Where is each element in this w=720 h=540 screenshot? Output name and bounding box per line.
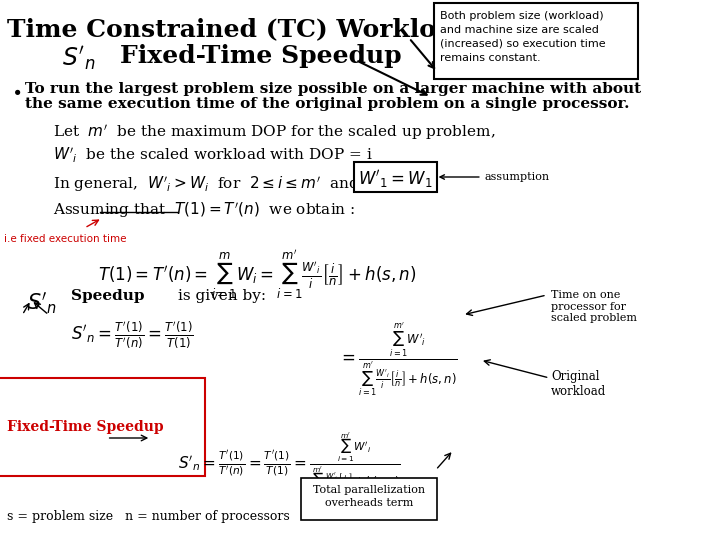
Text: Assuming that  $T(1)=T'(n)$  we obtain :: Assuming that $T(1)=T'(n)$ we obtain :	[53, 200, 356, 220]
Text: To run the largest problem size possible on a larger machine with about: To run the largest problem size possible…	[25, 82, 641, 96]
Text: $S'_n$: $S'_n$	[62, 44, 96, 72]
Text: Time Constrained (TC) Workload Scaling: Time Constrained (TC) Workload Scaling	[7, 18, 582, 42]
Text: $S'_n$: $S'_n$	[27, 290, 57, 315]
Text: Both problem size (workload)
and machine size are scaled
(increased) so executio: Both problem size (workload) and machine…	[440, 11, 606, 63]
Text: In general,  $W'_i > W_i$  for  $2 \leq i \leq m'$  and: In general, $W'_i > W_i$ for $2 \leq i \…	[53, 174, 360, 194]
Text: Time on one
processor for
scaled problem: Time on one processor for scaled problem	[552, 290, 637, 323]
Text: $S'_n = \frac{T'(1)}{T'(n)} = \frac{T'(1)}{T(1)} = \frac{\sum_{i=1}^{m'} W'_i}{\: $S'_n = \frac{T'(1)}{T'(n)} = \frac{T'(1…	[178, 430, 400, 497]
Text: s = problem size   n = number of processors: s = problem size n = number of processor…	[7, 510, 290, 523]
Text: Let  $m'$  be the maximum DOP for the scaled up problem,: Let $m'$ be the maximum DOP for the scal…	[53, 122, 496, 141]
Text: Fixed-Time Speedup: Fixed-Time Speedup	[120, 44, 402, 68]
Text: Total parallelization
overheads term: Total parallelization overheads term	[313, 485, 425, 508]
Text: the same execution time of the original problem on a single processor.: the same execution time of the original …	[25, 97, 629, 111]
Text: i.e fixed execution time: i.e fixed execution time	[4, 234, 127, 244]
FancyBboxPatch shape	[434, 3, 637, 79]
Text: is given by:: is given by:	[178, 289, 266, 303]
Text: Speedup: Speedup	[71, 289, 145, 303]
FancyBboxPatch shape	[300, 478, 438, 520]
Text: $W'_1 = W_1$: $W'_1 = W_1$	[359, 168, 433, 190]
Text: $W'_i$  be the scaled workload with DOP = i: $W'_i$ be the scaled workload with DOP =…	[53, 146, 373, 165]
Text: $\bullet$: $\bullet$	[11, 82, 21, 100]
Text: $= \frac{\sum_{i=1}^{m'} W'_i}{\sum_{i=1}^{m'} \frac{W'_i}{i}\left[\frac{i}{n}\r: $= \frac{\sum_{i=1}^{m'} W'_i}{\sum_{i=1…	[338, 320, 458, 397]
Text: Fixed-Time Speedup: Fixed-Time Speedup	[7, 420, 163, 434]
Text: $S'_n = \frac{T'(1)}{T'(n)} = \frac{T'(1)}{T(1)}$: $S'_n = \frac{T'(1)}{T'(n)} = \frac{T'(1…	[71, 320, 194, 351]
FancyBboxPatch shape	[354, 162, 438, 192]
Text: $T(1) = T'(n) = \sum_{i=1}^{m} W_i = \sum_{i=1}^{m'} \frac{W'_i}{i}\left[\frac{i: $T(1) = T'(n) = \sum_{i=1}^{m} W_i = \su…	[98, 248, 416, 301]
Text: assumption: assumption	[440, 172, 549, 182]
Text: Original
workload: Original workload	[552, 370, 606, 398]
